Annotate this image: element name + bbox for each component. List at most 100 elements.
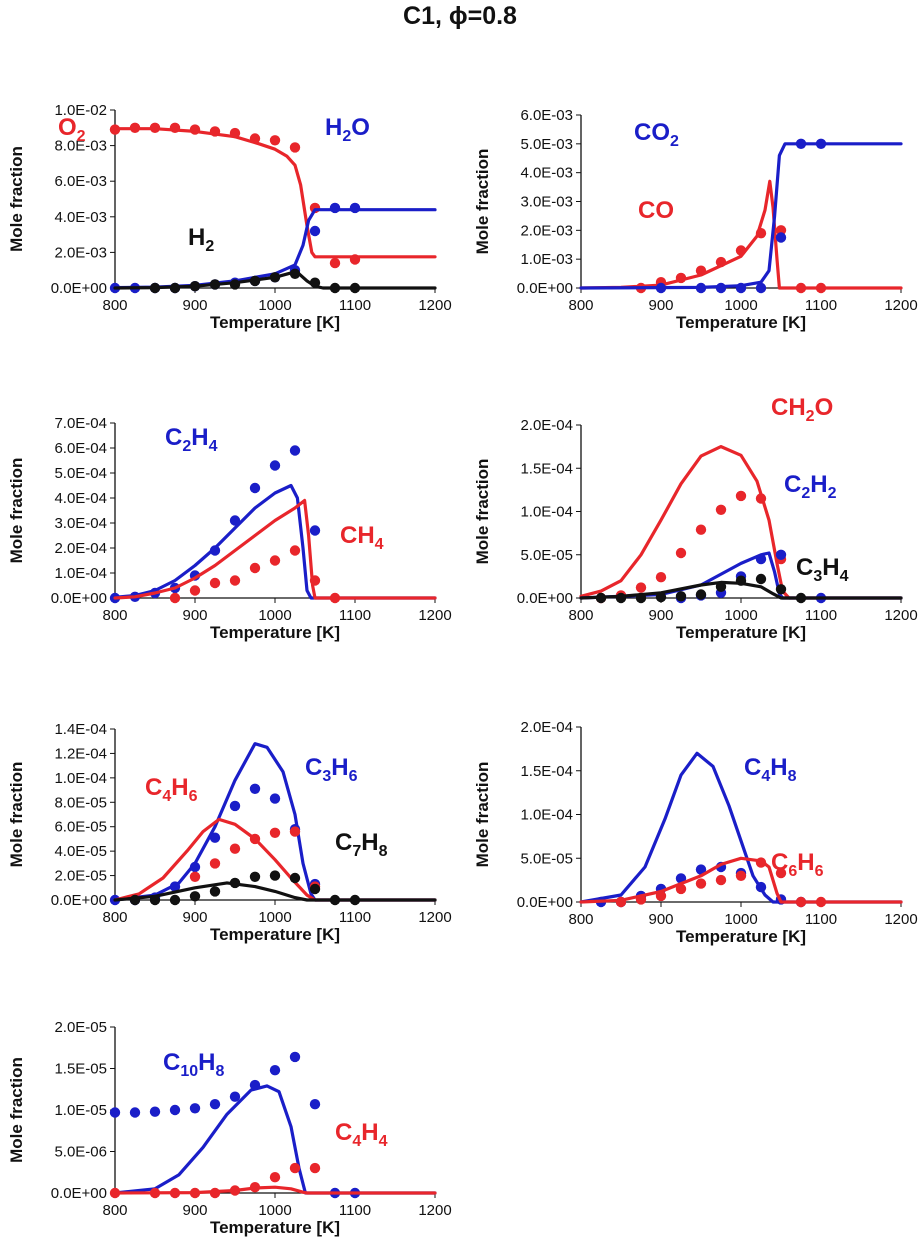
x-axis-label: Temperature [K] <box>210 623 340 642</box>
y-axis-label: Mole fraction <box>7 458 26 564</box>
x-axis-label: Temperature [K] <box>676 927 806 946</box>
x-tick-label: 1200 <box>884 911 917 928</box>
y-tick-label: 7.0E-04 <box>54 415 107 432</box>
data-point-red <box>775 867 787 879</box>
data-point-blue <box>735 282 747 294</box>
species-label: C4H8 <box>744 754 797 785</box>
y-tick-label: 8.0E-05 <box>54 794 107 811</box>
data-point-red <box>189 871 201 882</box>
data-point-red <box>755 493 767 504</box>
species-label: O2 <box>58 114 86 145</box>
data-point-blue <box>309 225 321 237</box>
x-tick-label: 1200 <box>418 1202 451 1219</box>
y-tick-label: 3.0E-04 <box>54 515 107 532</box>
x-tick-label: 1200 <box>418 297 451 314</box>
data-point-black <box>189 891 201 902</box>
y-tick-label: 1.0E-04 <box>520 504 573 521</box>
y-tick-label: 0.0E+00 <box>51 892 107 909</box>
x-tick-label: 900 <box>182 1202 207 1219</box>
x-tick-label: 800 <box>102 297 127 314</box>
data-point-black <box>349 894 361 906</box>
data-point-blue <box>249 783 261 794</box>
x-tick-label: 1200 <box>884 607 917 624</box>
y-tick-label: 0.0E+00 <box>51 280 107 297</box>
data-point-blue <box>249 482 261 494</box>
data-point-black <box>169 894 181 906</box>
data-point-black <box>595 592 607 604</box>
data-point-black <box>775 584 787 595</box>
x-tick-label: 900 <box>648 911 673 928</box>
x-tick-label: 1000 <box>724 607 757 624</box>
data-point-black <box>755 573 767 585</box>
data-point-red <box>229 1185 241 1196</box>
x-axis-label: Temperature [K] <box>210 1218 340 1237</box>
data-point-red <box>309 575 321 586</box>
data-point-red <box>655 572 667 583</box>
data-point-blue <box>349 202 361 214</box>
data-point-red <box>149 122 161 133</box>
x-axis-label: Temperature [K] <box>676 623 806 642</box>
data-point-blue <box>309 525 321 536</box>
data-point-blue <box>229 800 241 812</box>
data-point-red <box>209 577 221 589</box>
data-point-red <box>655 890 667 902</box>
y-tick-label: 4.0E-03 <box>54 209 107 226</box>
y-axis-label: Mole fraction <box>7 1057 26 1163</box>
data-point-black <box>635 592 647 604</box>
data-point-red <box>815 896 827 908</box>
data-point-red <box>249 133 261 144</box>
data-point-blue <box>169 1104 181 1116</box>
data-point-blue <box>289 445 301 456</box>
data-point-blue <box>329 202 341 214</box>
y-tick-label: 1.2E-04 <box>54 745 107 762</box>
series-line-red <box>579 856 903 904</box>
species-label: C6H6 <box>771 849 824 880</box>
data-point-red <box>289 826 301 837</box>
y-tick-label: 1.0E-05 <box>54 1102 107 1119</box>
data-point-blue <box>775 549 787 560</box>
data-point-red <box>715 256 727 268</box>
data-point-red <box>169 592 181 604</box>
data-point-red <box>249 833 261 845</box>
data-point-black <box>675 591 687 602</box>
x-tick-label: 1100 <box>805 911 837 928</box>
data-point-black <box>795 592 807 604</box>
data-point-red <box>269 827 281 838</box>
data-point-red <box>675 883 687 895</box>
data-point-red <box>755 228 767 239</box>
y-tick-label: 4.0E-04 <box>54 490 107 507</box>
data-point-blue <box>229 515 241 526</box>
y-tick-label: 1.0E-04 <box>54 565 107 582</box>
data-point-blue <box>129 1107 141 1118</box>
data-point-red <box>309 1162 321 1174</box>
chart-panel-c10h8-c4h4: 0.0E+00 5.0E-06 1.0E-05 1.5E-05 2.0E-05 800 90… <box>7 1019 452 1237</box>
data-point-black <box>309 277 321 288</box>
data-point-red <box>249 562 261 574</box>
x-tick-label: 900 <box>182 297 207 314</box>
y-tick-label: 2.0E-04 <box>54 540 107 557</box>
chart-panel-c4h6-c3h6-c7h8: 0.0E+00 2.0E-05 4.0E-05 6.0E-05 8.0E-05 1.0E-… <box>7 721 452 944</box>
data-point-red <box>229 127 241 139</box>
data-point-black <box>309 883 321 895</box>
data-point-red <box>615 896 627 908</box>
species-label: CH4 <box>340 522 384 553</box>
data-point-red <box>715 874 727 886</box>
species-label: CO <box>638 197 674 224</box>
data-point-red <box>635 894 647 905</box>
data-point-black <box>209 886 221 897</box>
species-label: C2H2 <box>784 471 837 502</box>
data-point-red <box>695 878 707 889</box>
data-point-red <box>695 524 707 535</box>
data-point-red <box>329 257 341 269</box>
data-point-red <box>289 545 301 556</box>
y-tick-label: 0.0E+00 <box>517 280 573 297</box>
data-point-black <box>249 275 261 287</box>
data-point-red <box>675 272 687 284</box>
y-tick-label: 1.0E-04 <box>520 807 573 824</box>
data-point-red <box>349 254 361 265</box>
series-line-black <box>113 881 437 902</box>
species-label: C4H4 <box>335 1119 388 1150</box>
data-point-black <box>189 281 201 292</box>
data-point-red <box>109 124 121 135</box>
data-point-red <box>695 265 707 276</box>
